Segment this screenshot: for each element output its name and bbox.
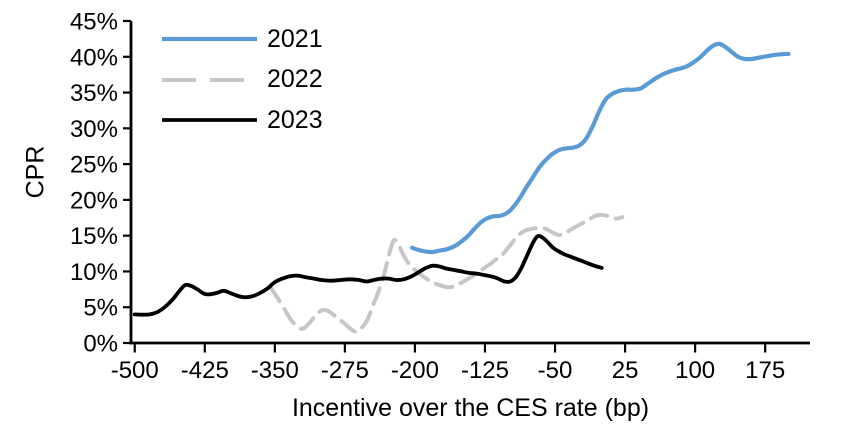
x-tick-label: -500 bbox=[111, 357, 159, 384]
legend-label-2021: 2021 bbox=[267, 24, 323, 53]
y-tick-label: 20% bbox=[70, 187, 118, 214]
y-tick-label: 35% bbox=[70, 80, 118, 107]
y-tick-label: 30% bbox=[70, 116, 118, 143]
legend-line-sample-2023 bbox=[162, 118, 257, 123]
legend-line-sample-2022 bbox=[162, 77, 257, 82]
y-tick-label: 15% bbox=[70, 223, 118, 250]
legend-label-2023: 2023 bbox=[267, 105, 323, 134]
x-tick-label: -350 bbox=[251, 357, 299, 384]
x-tick-label: -125 bbox=[461, 357, 509, 384]
legend: 2021 2022 2023 bbox=[162, 19, 323, 141]
y-tick-label: 0% bbox=[83, 331, 118, 358]
y-tick-label: 5% bbox=[83, 295, 118, 322]
legend-line-sample-2021 bbox=[162, 37, 257, 42]
y-tick-label: 10% bbox=[70, 259, 118, 286]
y-tick-label: 25% bbox=[70, 152, 118, 179]
series-line-2021 bbox=[410, 41, 791, 255]
legend-item-2021: 2021 bbox=[162, 19, 323, 60]
axes bbox=[129, 21, 810, 345]
y-tick-label: 40% bbox=[70, 44, 118, 71]
series-lines bbox=[132, 41, 791, 334]
legend-item-2023: 2023 bbox=[162, 100, 323, 141]
legend-label-2022: 2022 bbox=[267, 65, 323, 94]
x-tick-label: -200 bbox=[391, 357, 439, 384]
y-axis-title: CPR bbox=[21, 145, 50, 199]
x-tick-label: -50 bbox=[538, 357, 573, 384]
series-line-2023 bbox=[132, 233, 604, 317]
series-line-2022 bbox=[268, 212, 625, 334]
y-axis-ticks: 0% 5% 10% 15% 20% 25% 30% 35% 40% 45% bbox=[70, 9, 131, 358]
x-tick-label: -275 bbox=[321, 357, 369, 384]
x-axis-title: Incentive over the CES rate (bp) bbox=[291, 394, 650, 422]
x-tick-label: 100 bbox=[675, 357, 715, 384]
x-axis-ticks: -500 -425 -350 -275 -200 -125 -50 25 100 175 bbox=[111, 343, 785, 384]
x-tick-label: 175 bbox=[745, 357, 785, 384]
x-tick-label: 25 bbox=[612, 357, 639, 384]
x-tick-label: -425 bbox=[181, 357, 229, 384]
legend-item-2022: 2022 bbox=[162, 60, 323, 101]
y-tick-label: 45% bbox=[70, 9, 118, 36]
